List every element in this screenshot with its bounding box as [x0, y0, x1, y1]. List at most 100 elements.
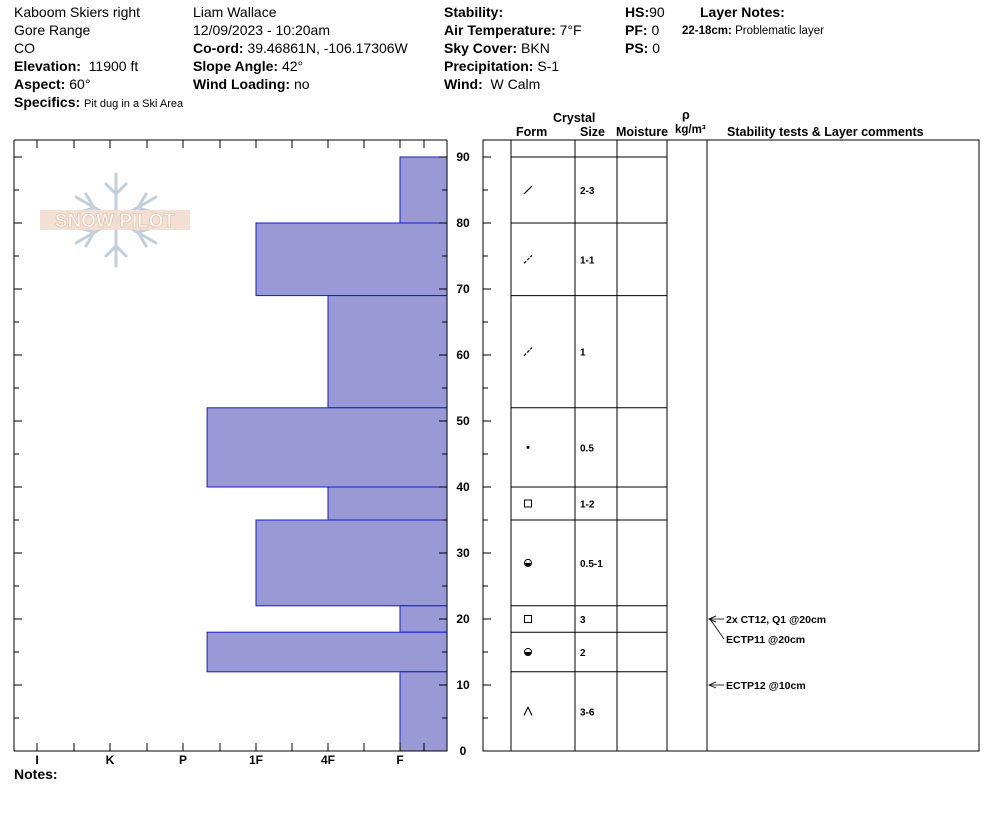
col-crystal: Crystal: [553, 111, 596, 125]
rounded-icon: [526, 445, 530, 449]
comment-text: ECTP11 @20cm: [726, 634, 805, 646]
range-name: Gore Range: [14, 22, 91, 38]
crystal-size: 1: [580, 348, 586, 359]
crystal-forms: [523, 185, 533, 716]
elevation: Elevation: 11900 ft: [14, 58, 138, 74]
col-density-unit: kg/m³: [675, 124, 706, 136]
coordinates: Co-ord: 39.46861N, -106.17306W: [193, 40, 408, 56]
sky-cover: Sky Cover: BKN: [444, 40, 550, 56]
crystal-sizes: 2-3 1-1 1 0.5 1-2 0.5-1 3 2 3-6: [580, 186, 603, 718]
wind-label: Wind:: [444, 76, 483, 92]
crystal-size: 3-6: [580, 707, 595, 718]
hardness-bar: [206, 407, 448, 488]
decomposing-icon: [523, 347, 533, 357]
decomposing-icon: [523, 185, 533, 195]
observation-datetime: 12/09/2023 - 10:20am: [193, 22, 330, 38]
melt-forms-icon: [524, 648, 532, 656]
hardness-label: 4F: [321, 753, 335, 767]
stability-comments: 2x CT12, Q1 @20cm ECTP11 @20cm ECTP12 @10c…: [707, 614, 826, 692]
depth-label: 90: [456, 150, 470, 164]
air-temperature: Air Temperature: 7°F: [444, 22, 582, 38]
observer-name: Liam Wallace: [193, 4, 277, 20]
depth-label: 20: [456, 612, 470, 626]
slope-angle: Slope Angle: 42°: [193, 58, 303, 74]
wind-loading-value: no: [293, 76, 310, 92]
ps: PS: 0: [625, 40, 660, 56]
precipitation: Precipitation: S-1: [444, 58, 559, 74]
hardness-bar: [399, 671, 448, 752]
specifics-label: Specifics:: [14, 94, 81, 110]
comment-text: ECTP12 @10cm: [726, 680, 806, 692]
depth-label: 50: [456, 414, 470, 428]
pf-label: PF:: [625, 22, 648, 38]
pf: PF: 0: [625, 22, 659, 38]
wind-loading-label: Wind Loading:: [193, 76, 291, 92]
faceted-icon: [524, 615, 532, 623]
col-moisture: Moisture: [616, 125, 669, 139]
location-name: Kaboom Skiers right: [14, 4, 141, 20]
aspect-value: 60°: [69, 76, 91, 92]
hardness-label: F: [396, 753, 403, 767]
hardness-axis-labels: I K P 1F 4F F: [35, 753, 403, 767]
hardness-label: 1F: [249, 753, 263, 767]
aspect-label: Aspect:: [14, 76, 66, 92]
melt-forms-icon: [524, 558, 532, 567]
hs: HS:90: [625, 4, 665, 20]
decomposing-icon: [523, 254, 533, 264]
col-form: Form: [516, 125, 548, 139]
hardness-bar: [255, 222, 448, 297]
crystal-size: 3: [580, 615, 586, 626]
precip-value: S-1: [537, 58, 560, 74]
hardness-bars: [206, 156, 448, 752]
depth-label: 0: [460, 744, 467, 758]
layer-note-text: Problematic layer: [735, 25, 824, 37]
col-rho: ρ: [682, 108, 690, 122]
crystal-size: 2: [580, 648, 586, 659]
col-comments: Stability tests & Layer comments: [727, 125, 924, 139]
hardness-label: I: [35, 753, 38, 767]
layer-note: 22-18cm: Problematic layer: [682, 23, 824, 39]
notes-label: Notes:: [14, 766, 58, 782]
axis-ticks: [14, 140, 491, 752]
depth-label: 60: [456, 348, 470, 362]
coord-value: 39.46861N, -106.17306W: [247, 40, 408, 56]
snowpilot-logo: SNOW PILOT: [40, 172, 190, 268]
layer-rows: [511, 156, 667, 673]
depth-hoar-icon: [523, 706, 533, 716]
slope-label: Slope Angle:: [193, 58, 279, 74]
logo-text: SNOW PILOT: [55, 211, 176, 232]
depth-label: 80: [456, 216, 470, 230]
crystal-size: 2-3: [580, 186, 595, 197]
hardness-label: K: [106, 753, 115, 767]
state-name: CO: [14, 40, 35, 56]
wind: Wind: W Calm: [444, 76, 540, 92]
stability: Stability:: [444, 4, 503, 20]
hs-value: 90: [649, 4, 665, 20]
aspect: Aspect: 60°: [14, 76, 90, 92]
precip-label: Precipitation:: [444, 58, 534, 74]
hardness-bar: [399, 156, 448, 224]
depth-label: 30: [456, 546, 470, 560]
wind-value: W Calm: [490, 76, 541, 92]
slope-value: 42°: [281, 58, 304, 74]
layer-note-range: 22-18cm:: [682, 25, 732, 37]
comment-arrow: [707, 615, 725, 640]
hardness-bar: [327, 486, 448, 521]
elevation-label: Elevation:: [14, 58, 81, 74]
col-size: Size: [580, 125, 606, 139]
layer-table: [482, 139, 980, 752]
hardness-bar: [206, 631, 448, 673]
depth-label: 10: [456, 678, 470, 692]
hardness-bar: [255, 519, 448, 607]
hardness-label: P: [179, 753, 187, 767]
air-temp-label: Air Temperature:: [444, 22, 556, 38]
sky-value: BKN: [521, 40, 550, 56]
depth-label: 40: [456, 480, 470, 494]
sky-label: Sky Cover:: [444, 40, 518, 56]
stability-label: Stability:: [444, 4, 504, 20]
air-temp-value: 7°F: [559, 22, 582, 38]
comment-text: 2x CT12, Q1 @20cm: [726, 614, 826, 626]
faceted-icon: [524, 499, 532, 508]
depth-axis-labels: 0 10 20 30 40 50 60 70 80 90: [456, 150, 470, 758]
